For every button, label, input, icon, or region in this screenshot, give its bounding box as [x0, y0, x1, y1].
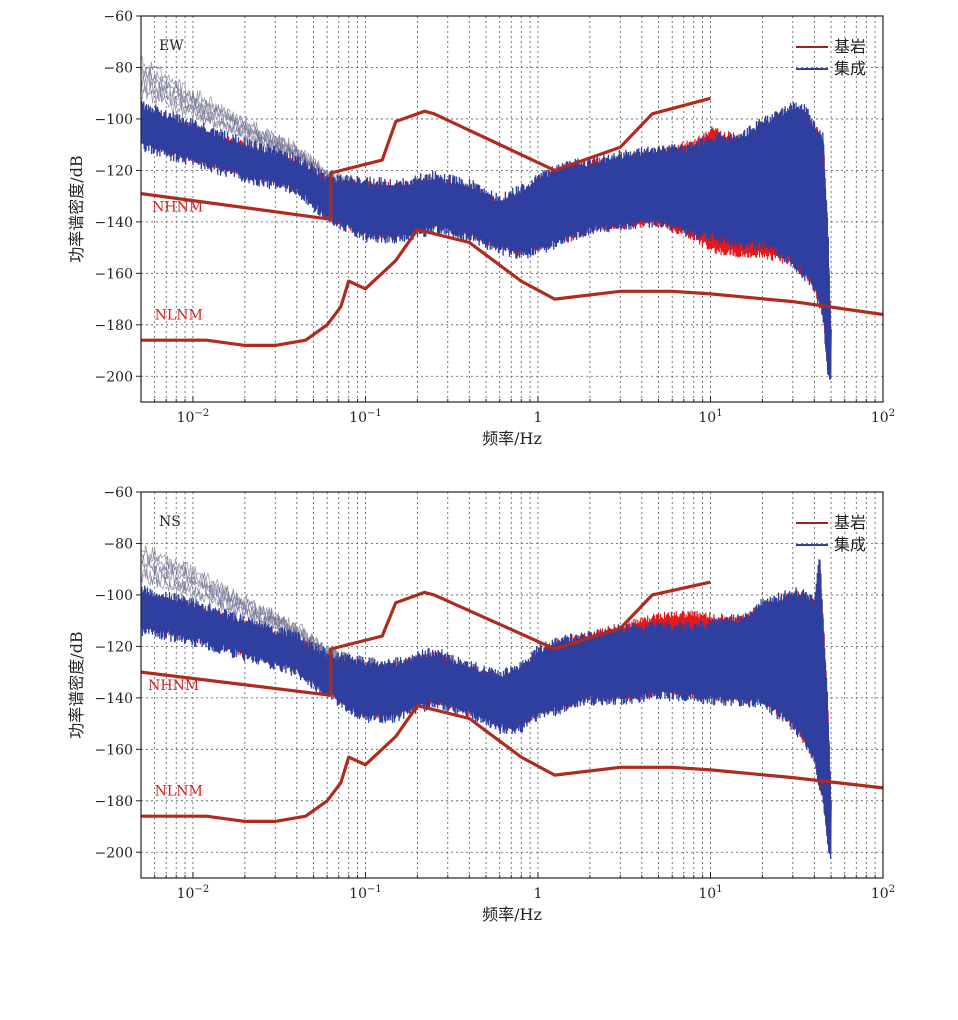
x-tick-label: 10−1: [349, 884, 382, 902]
y-tick-label: −80: [103, 60, 133, 76]
plot-frame: [140, 491, 884, 879]
y-tick-label: −100: [95, 588, 133, 604]
y-axis-title: 功率谱密度/dB: [67, 155, 86, 262]
x-axis-title: 频率/Hz: [482, 905, 542, 924]
panel-label: EW: [159, 38, 184, 54]
spread-trace: [141, 545, 350, 668]
grid-lines: [141, 492, 883, 878]
y-tick-label: −120: [95, 163, 133, 179]
x-tick-label: 101: [698, 884, 722, 902]
y-tick-label: −100: [95, 112, 133, 128]
chart-panel-ns: NHNM NLNM −60 −80 −100 −120 −140 −160 −180 −200 10…: [0, 476, 958, 946]
y-ticks: [136, 491, 141, 853]
series-integrated-band: [141, 558, 832, 859]
x-ticks: [140, 872, 876, 878]
y-tick-label: −160: [95, 266, 133, 282]
plot-frame: [140, 15, 884, 403]
psd-chart-ew: NHNM NLNM −60 −80 −100 −120 −140 −160 −180 −200 10…: [67, 9, 895, 448]
x-tick-label: 10−2: [177, 884, 210, 902]
y-tick-label: −160: [95, 742, 133, 758]
panel-label: NS: [159, 514, 181, 530]
y-tick-label: −80: [103, 536, 133, 552]
series-nlnm: [141, 228, 883, 347]
series-integrated-band: [141, 99, 832, 380]
y-tick-label: −60: [103, 485, 133, 501]
x-tick-label: 10−2: [177, 408, 210, 426]
x-tick-label: 10−1: [349, 408, 382, 426]
x-axis-title: 频率/Hz: [482, 429, 542, 448]
x-tick-label: 102: [871, 408, 895, 426]
y-tick-label: −140: [95, 215, 133, 231]
spread-trace: [141, 549, 349, 664]
annotation-nlnm: NLNM: [155, 308, 203, 324]
y-tick-label: −180: [95, 318, 133, 334]
legend-label: 基岩: [834, 37, 866, 56]
data-layer: [141, 545, 883, 859]
chart-panel-ew: NHNM NLNM −60 −80 −100 −120 −140 −160 −180 −200 10…: [0, 0, 958, 470]
x-tick-label: 1: [534, 886, 543, 902]
annotation-nhnm: NHNM: [152, 200, 203, 216]
annotation-nhnm: NHNM: [148, 678, 199, 694]
series-nhnm: [141, 580, 711, 697]
y-tick-label: −120: [95, 639, 133, 655]
x-ticks: [140, 396, 876, 402]
y-ticks: [136, 15, 141, 377]
data-layer: [141, 55, 883, 380]
y-tick-label: −60: [103, 9, 133, 25]
y-tick-label: −140: [95, 691, 133, 707]
x-tick-label: 101: [698, 408, 722, 426]
legend-label: 集成: [834, 59, 866, 78]
x-tick-label: 102: [871, 884, 895, 902]
y-tick-label: −180: [95, 794, 133, 810]
y-tick-label: −200: [95, 845, 133, 861]
y-axis-title: 功率谱密度/dB: [67, 631, 86, 738]
legend-label: 基岩: [834, 513, 866, 532]
legend-label: 集成: [834, 535, 866, 554]
annotation-nlnm: NLNM: [155, 784, 203, 800]
psd-chart-ns: NHNM NLNM −60 −80 −100 −120 −140 −160 −180 −200 10…: [67, 485, 895, 924]
series-nhnm: [141, 96, 711, 221]
x-tick-label: 1: [534, 410, 543, 426]
series-nlnm: [141, 704, 883, 823]
y-tick-label: −200: [95, 369, 133, 385]
